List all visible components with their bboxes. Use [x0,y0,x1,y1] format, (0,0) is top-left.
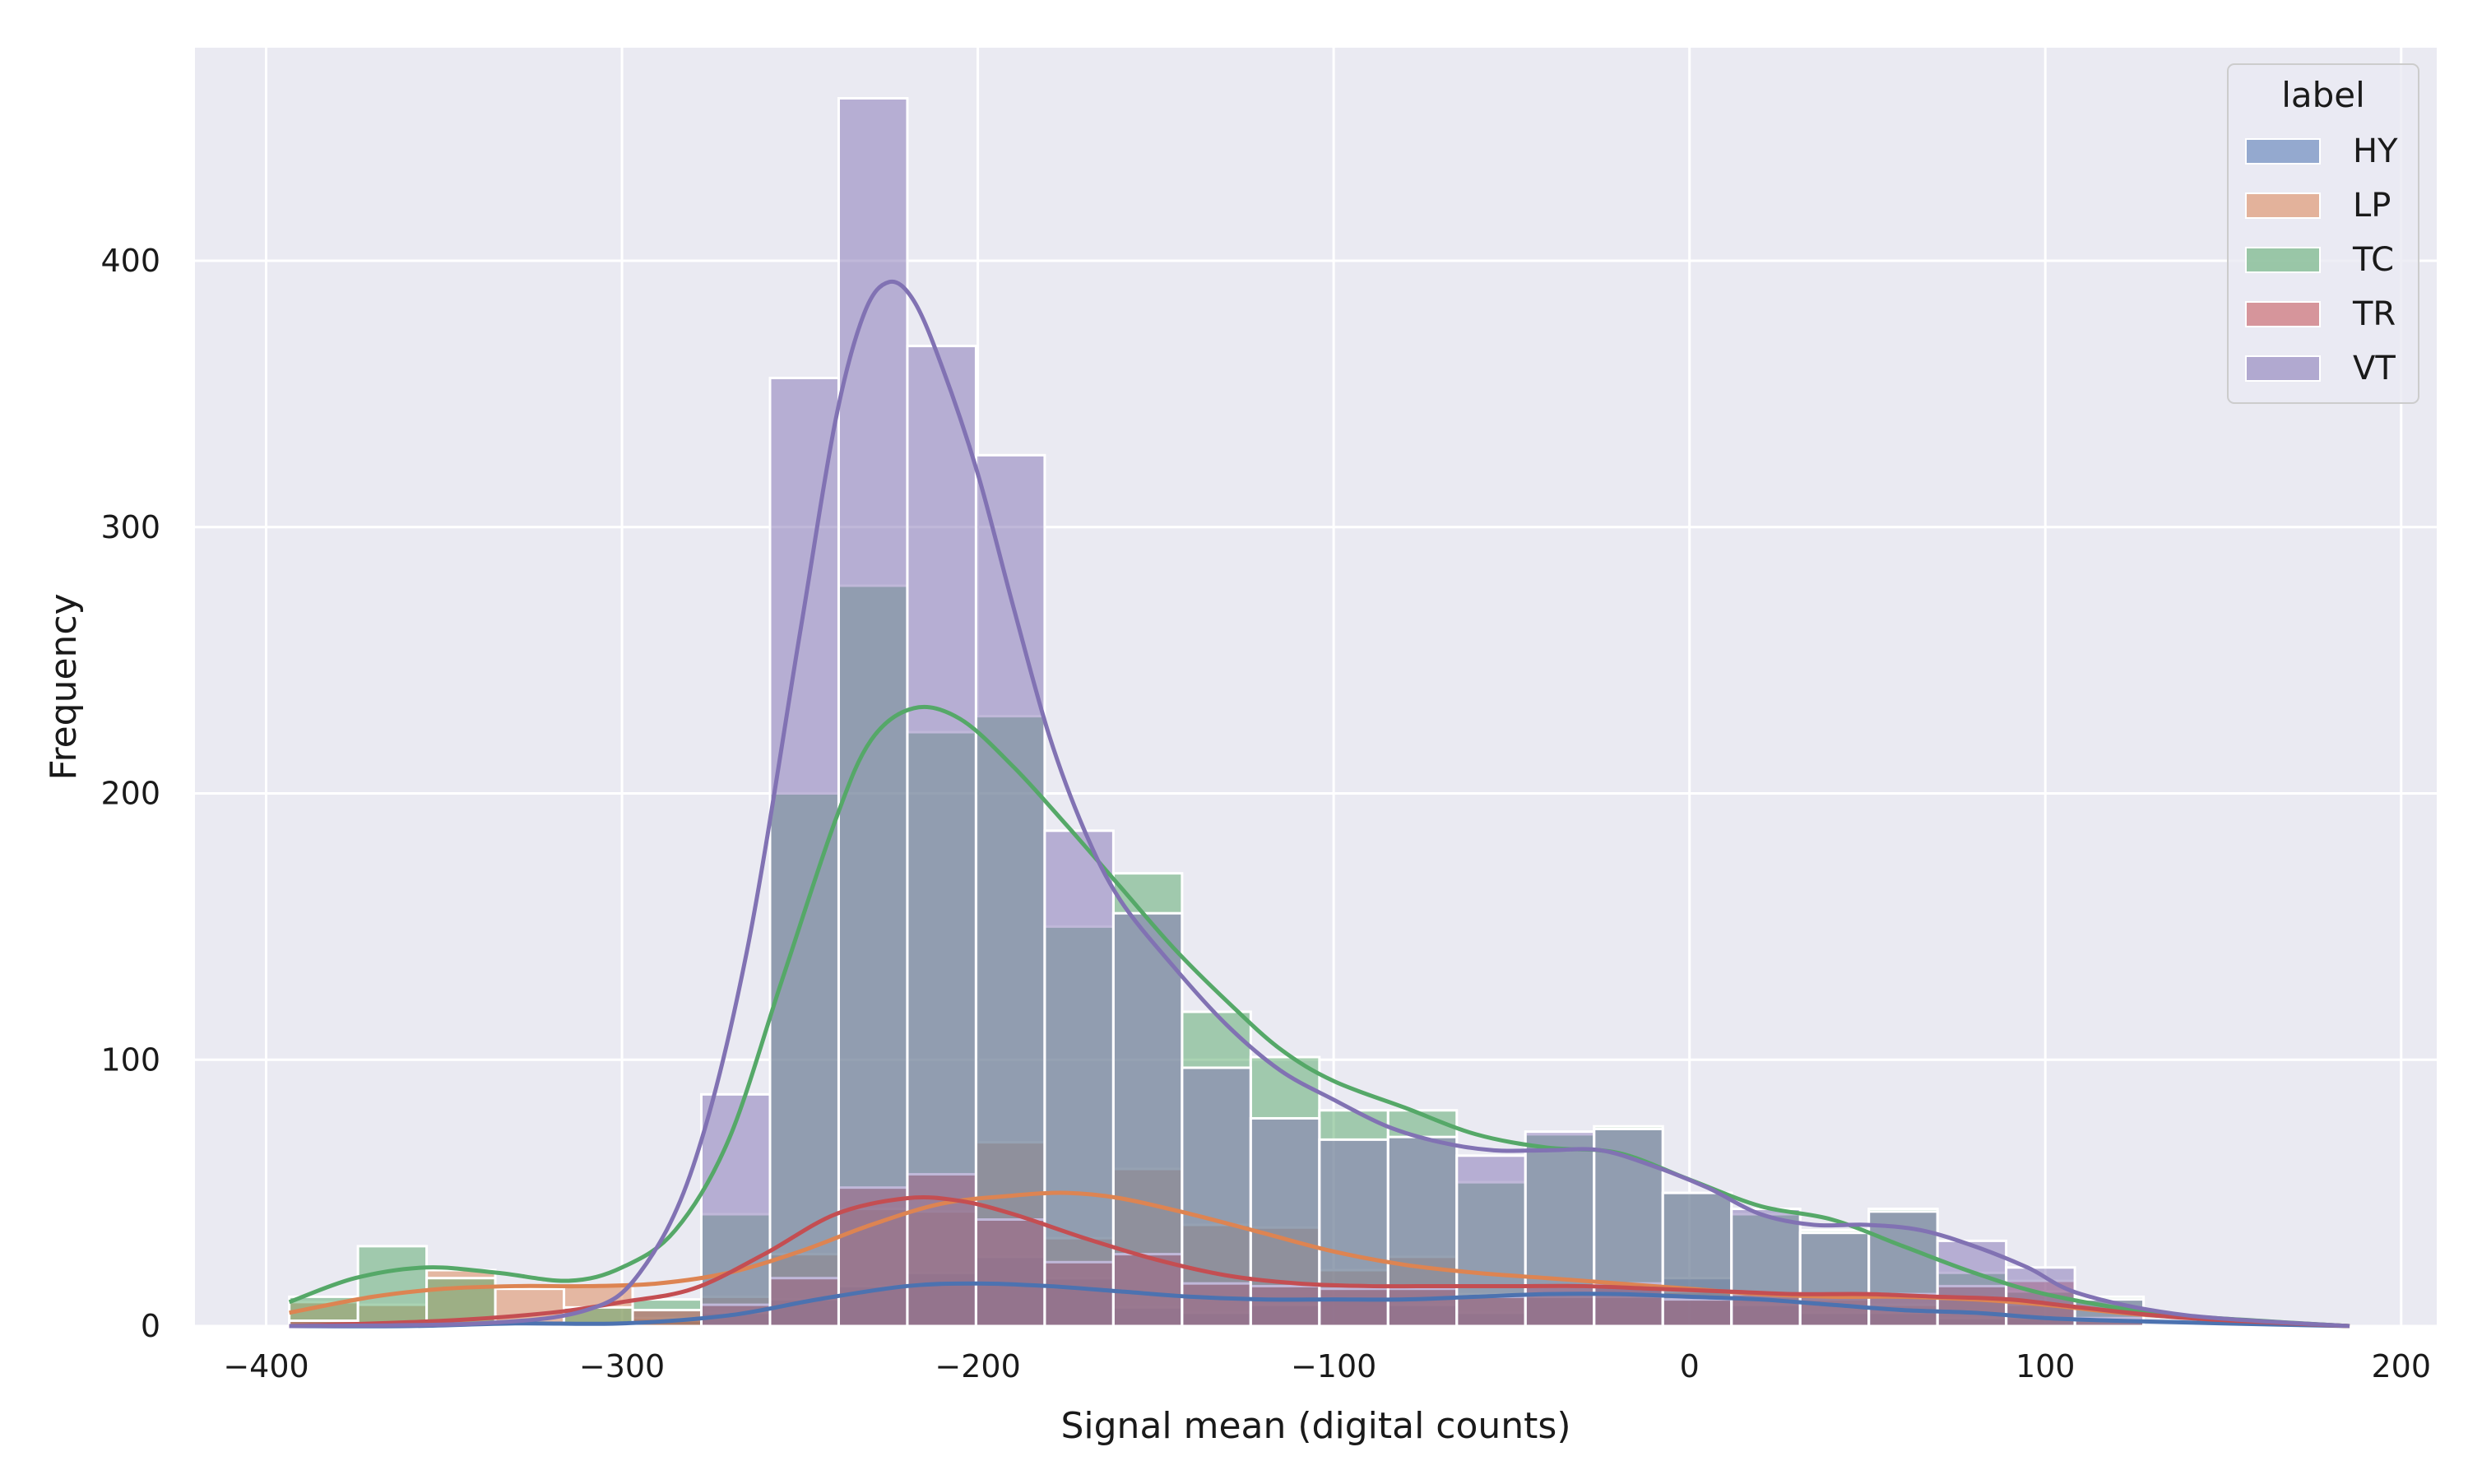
legend-item-VT: VT [2245,350,2396,387]
bar-VT [700,1092,772,1328]
legend-item-HY: HY [2245,132,2398,170]
bar-VT [1181,1066,1252,1328]
y-tick-label: 400 [100,243,160,279]
legend-swatch [2245,301,2321,327]
y-tick-label: 300 [100,509,160,545]
legend-item-LP: LP [2245,187,2391,225]
legend-label: LP [2353,187,2391,225]
bar-VT [1386,1135,1459,1328]
tick-labels: −400 −300 −200 −100 0 100 200 0 100 200 300 400 [100,243,2431,1384]
legend-label: HY [2353,132,2398,170]
bar-VT [768,376,840,1328]
legend-item-TC: TC [2245,241,2394,279]
bar-VT [1249,1116,1321,1328]
legend-swatch [2245,247,2321,273]
x-tick-label: −400 [223,1348,308,1384]
legend-title: label [2281,75,2365,115]
bar-VT [1798,1231,1871,1328]
legend: label HY LP TC TR VT [2227,63,2419,404]
x-tick-label: 100 [2016,1348,2076,1384]
legend-label: VT [2353,350,2396,387]
bar-VT [1524,1130,1596,1328]
bar-VT [1661,1191,1733,1328]
legend-label: TR [2352,295,2396,333]
bar-VT [837,97,909,1328]
bar-VT [1318,1138,1389,1328]
y-axis-label: Frequency [43,593,85,780]
x-tick-label: 200 [2371,1348,2431,1384]
x-tick-label: 0 [1680,1348,1700,1384]
kde-TR [289,1195,2350,1329]
bar-TC [356,1245,429,1328]
kde-VT [289,279,2350,1329]
bar-VT [1455,1154,1527,1328]
x-tick-label: −300 [579,1348,665,1384]
bars-VT [700,97,2146,1328]
x-tick-label: −100 [1291,1348,1376,1384]
x-axis-label: Signal mean (digital counts) [1060,1405,1570,1447]
y-tick-label: 200 [100,776,160,812]
legend-swatch [2245,355,2321,382]
kde-curves [288,279,2350,1329]
legend-swatch [2245,192,2321,219]
x-tick-label: −200 [935,1348,1020,1384]
legend-items: HY LP TC TR VT [2245,132,2398,387]
y-tick-label: 100 [100,1041,160,1078]
bar-VT [1730,1208,1802,1328]
legend-item-TR: TR [2245,295,2396,333]
bar-VT [906,345,977,1328]
y-tick-label: 0 [141,1308,160,1344]
kde-HY [289,1281,2350,1329]
legend-swatch [2245,138,2321,165]
legend-label: TC [2352,241,2394,279]
bar-VT [1043,829,1115,1328]
